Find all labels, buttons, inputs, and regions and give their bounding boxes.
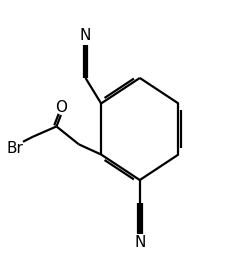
Text: O: O: [55, 100, 67, 115]
Text: N: N: [133, 235, 145, 250]
Text: N: N: [79, 28, 91, 43]
Text: Br: Br: [7, 141, 24, 156]
